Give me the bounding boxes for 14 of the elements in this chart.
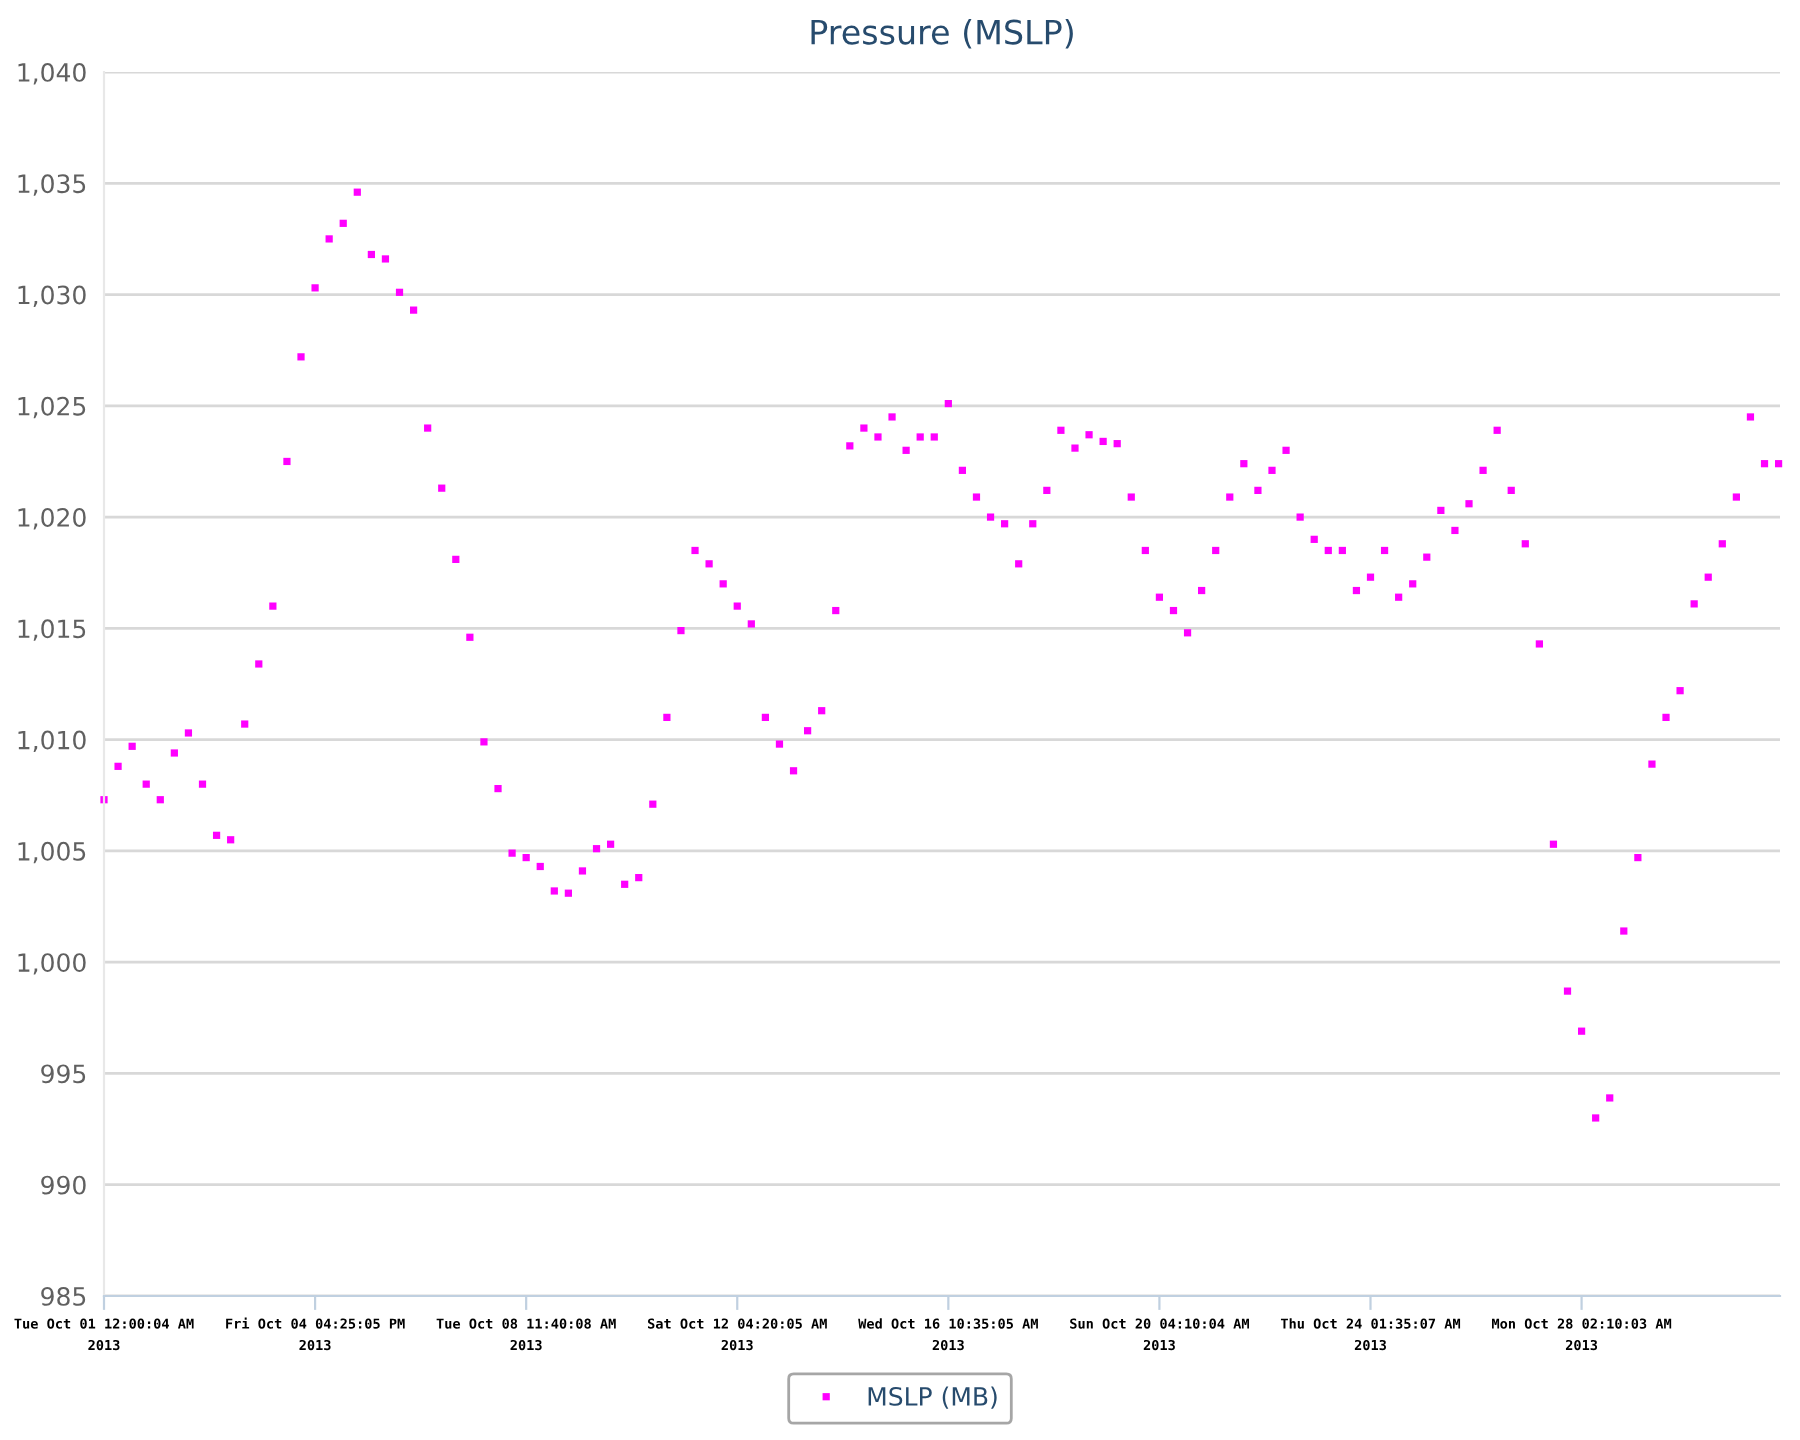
- y-tick-label: 1,015: [18, 619, 86, 641]
- y-tick-label: 985: [41, 1286, 86, 1306]
- y-tick-label: 1,005: [18, 841, 86, 864]
- legend-label: MSLP (MB): [868, 1386, 997, 1409]
- y-tick-label: 1,035: [18, 174, 86, 196]
- chart-title: Pressure (MSLP): [811, 18, 1073, 49]
- y-tick-label: 1,010: [18, 730, 86, 753]
- y-tick-label: 1,020: [18, 508, 86, 530]
- y-tick-label: 990: [41, 1175, 86, 1195]
- y-tick-label: 1,000: [18, 953, 86, 975]
- y-tick-label: 995: [41, 1064, 86, 1084]
- y-tick-label: 1,040: [18, 62, 86, 85]
- y-tick-label: 1,030: [18, 285, 86, 307]
- y-tick-label: 1,025: [18, 396, 86, 419]
